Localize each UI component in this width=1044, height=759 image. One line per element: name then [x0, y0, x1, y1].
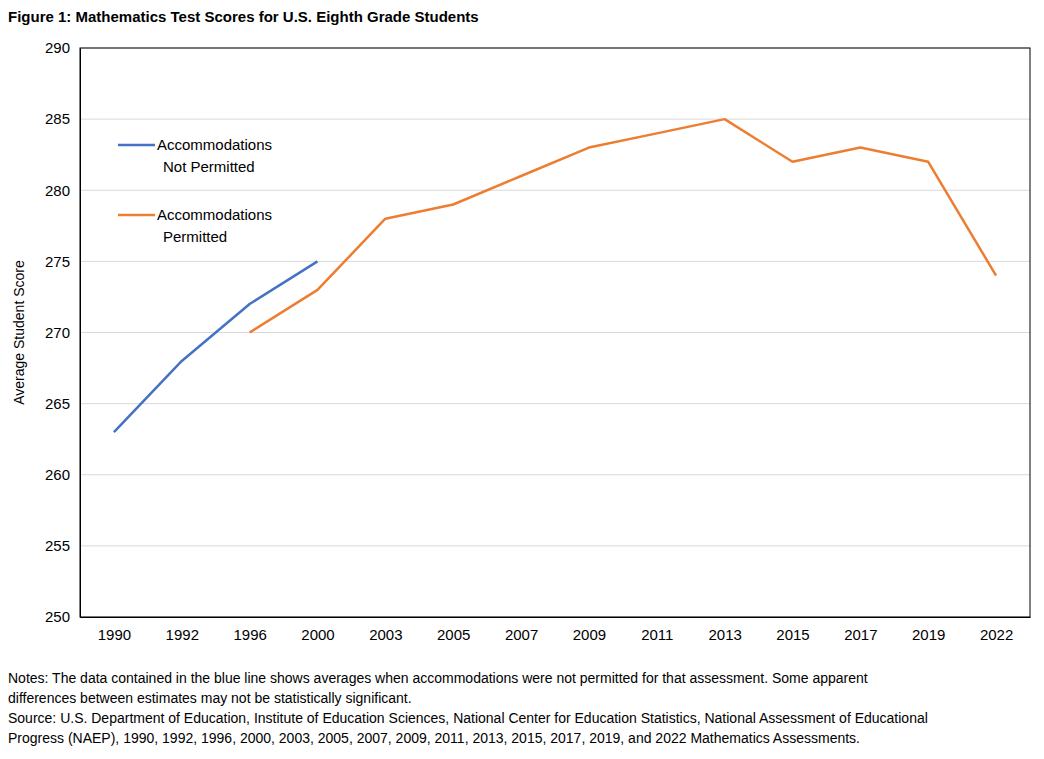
x-tick-label: 1996 [233, 626, 266, 643]
x-tick-label: 1990 [98, 626, 131, 643]
y-tick: 260 [45, 466, 80, 483]
x-tick: 2011 [641, 617, 673, 643]
grid-line [80, 332, 1030, 333]
chart: Figure 1: Mathematics Test Scores for U.… [0, 0, 1044, 759]
x-tick-label: 1992 [166, 626, 199, 643]
x-tick: 1990 [98, 617, 131, 643]
series-line [114, 261, 318, 432]
y-tick: 290 [45, 39, 80, 56]
y-tick: 255 [45, 537, 80, 554]
legend-label: AccommodationsPermitted [157, 206, 272, 245]
grid-line [80, 545, 1030, 546]
y-tick-label: 275 [45, 253, 70, 270]
y-tick-label: 270 [45, 324, 70, 341]
x-tick-label: 2022 [980, 626, 1013, 643]
note: differences between estimates may not be… [8, 690, 412, 706]
x-tick-label: 2003 [369, 626, 402, 643]
grid-line [80, 261, 1030, 262]
x-tick: 2005 [437, 617, 470, 643]
x-tick-label: 2011 [641, 626, 673, 643]
legend: AccommodationsNot Permitted Accommodation… [118, 136, 272, 245]
x-tick: 2007 [505, 617, 538, 643]
y-tick-label: 260 [45, 466, 70, 483]
x-tick: 2000 [301, 617, 334, 643]
y-tick-label: 280 [45, 182, 70, 199]
y-axis-line [80, 49, 81, 618]
source: Source: U.S. Department of Education, In… [8, 710, 928, 726]
x-tick: 2003 [369, 617, 402, 643]
x-tick: 1996 [233, 617, 266, 643]
legend-label: AccommodationsNot Permitted [157, 136, 272, 175]
y-tick-label: 255 [45, 537, 70, 554]
y-tick-label: 250 [45, 608, 70, 625]
x-tick-label: 2017 [844, 626, 877, 643]
x-tick-label: 2005 [437, 626, 470, 643]
y-tick: 265 [45, 395, 80, 412]
y-tick: 270 [45, 324, 80, 341]
grid-line [80, 119, 1030, 120]
x-tick-label: 2013 [708, 626, 741, 643]
x-tick: 2015 [776, 617, 809, 643]
y-tick: 285 [45, 110, 80, 127]
series-group [114, 119, 996, 432]
plot-frame [80, 48, 1030, 617]
note: Notes: The data contained in the blue li… [8, 670, 868, 686]
x-tick: 2013 [708, 617, 741, 643]
series-line [250, 119, 996, 332]
legend-swatch [118, 144, 155, 147]
x-tick: 1992 [166, 617, 199, 643]
x-tick: 2022 [980, 617, 1013, 643]
grid-line [80, 403, 1030, 404]
x-tick-label: 2007 [505, 626, 538, 643]
x-tick-label: 2009 [573, 626, 606, 643]
y-tick: 280 [45, 182, 80, 199]
y-axis: 250 255 260 265 270 275 280 285 290 [45, 39, 81, 625]
source: Progress (NAEP), 1990, 1992, 1996, 2000,… [8, 730, 860, 746]
x-tick: 2017 [844, 617, 877, 643]
y-tick-label: 285 [45, 110, 70, 127]
y-axis-title: Average Student Score [11, 260, 27, 405]
legend-swatch [118, 214, 155, 217]
x-tick-label: 2015 [776, 626, 809, 643]
y-tick: 275 [45, 253, 80, 270]
x-axis-line [81, 617, 1031, 618]
y-tick-label: 290 [45, 39, 70, 56]
title: Figure 1: Mathematics Test Scores for U.… [8, 8, 479, 25]
x-tick-label: 2000 [301, 626, 334, 643]
grid-line [80, 190, 1030, 191]
footnotes: Notes: The data contained in the blue li… [8, 670, 928, 746]
grid-line [80, 474, 1030, 475]
x-tick: 2009 [573, 617, 606, 643]
x-tick-label: 2019 [912, 626, 945, 643]
x-tick: 2019 [912, 617, 945, 643]
y-tick: 250 [45, 608, 80, 625]
grid [80, 48, 1030, 617]
x-axis: 1990 1992 1996 2000 2003 2005 2007 2009 2011 2013… [81, 617, 1031, 643]
y-tick-label: 265 [45, 395, 70, 412]
